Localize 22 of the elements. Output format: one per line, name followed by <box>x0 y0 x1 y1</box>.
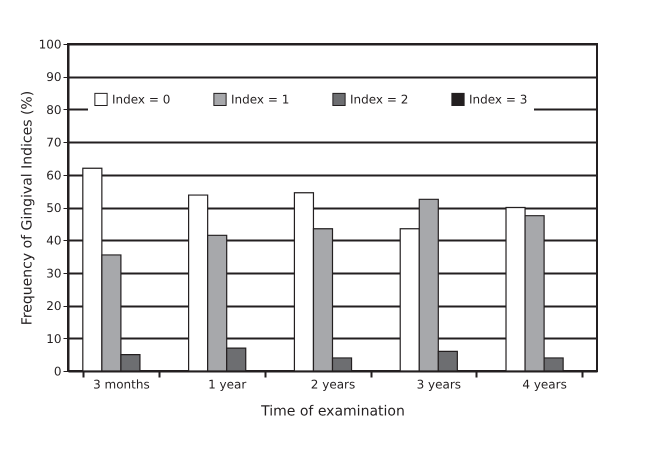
x-tick-label: 3 months <box>93 378 150 392</box>
y-tick-label: 80 <box>46 102 62 117</box>
x-tick-label: 4 years <box>522 378 567 392</box>
legend-label: Index = 3 <box>469 92 528 106</box>
y-tick-label: 30 <box>46 266 62 280</box>
y-tick-label: 100 <box>38 38 62 52</box>
y-axis-title: Frequency of Gingival Indices (%) <box>20 90 36 326</box>
legend-label: Index = 2 <box>350 92 408 106</box>
x-tick-label: 2 years <box>310 378 356 392</box>
y-tick-label: 70 <box>46 136 62 150</box>
legend-label: Index = 0 <box>112 92 170 106</box>
x-tick-label: 1 year <box>208 378 246 392</box>
y-tick-label: 90 <box>46 70 62 84</box>
y-tick-label: 60 <box>46 168 62 182</box>
x-axis-title: Time of examination <box>260 404 405 420</box>
y-tick-label: 0 <box>54 364 62 378</box>
y-tick-label: 40 <box>46 234 62 248</box>
x-tick-label: 3 years <box>416 378 462 392</box>
y-tick-label: 20 <box>46 299 62 314</box>
y-tick-label: 50 <box>46 201 62 215</box>
legend-label: Index = 1 <box>231 92 290 106</box>
y-tick-label: 10 <box>46 332 62 346</box>
